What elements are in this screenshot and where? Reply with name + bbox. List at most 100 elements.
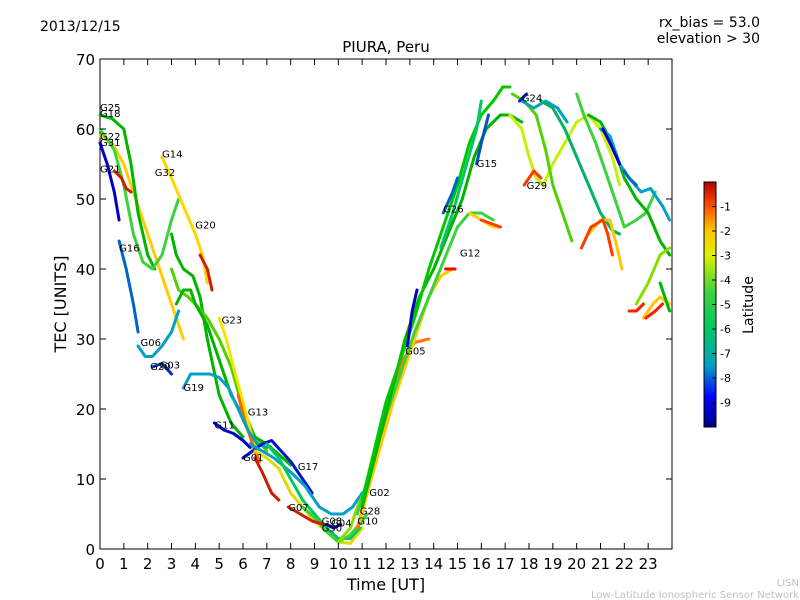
tec-series-5 — [117, 239, 140, 334]
satellite-label-g23: G23 — [222, 316, 242, 327]
x-tick-label: 10 — [329, 555, 348, 573]
satellite-label-g20: G20 — [195, 220, 215, 231]
tec-series-4 — [112, 169, 133, 194]
tec-series-53 — [627, 302, 645, 313]
tec-series-2 — [98, 127, 181, 271]
elevation-label: elevation > 30 — [657, 31, 760, 47]
series-layer — [98, 85, 672, 545]
chart-title: PIURA, Peru — [342, 38, 429, 56]
satellite-label-g32: G32 — [155, 168, 175, 179]
tec-series-33 — [441, 176, 459, 215]
tec-series-44 — [575, 92, 657, 229]
tec-series-29 — [360, 113, 524, 509]
y-axis-ticks: 0 10 20 30 40 50 60 70 — [76, 51, 672, 559]
satellite-label-g08: G08 — [322, 517, 342, 528]
tec-series-26 — [355, 337, 431, 530]
tec-series-47 — [601, 127, 622, 166]
satellite-label-g11: G11 — [214, 421, 234, 432]
x-tick-label: 4 — [191, 555, 201, 573]
x-tick-label: 20 — [567, 555, 586, 573]
x-tick-label: 17 — [496, 555, 515, 573]
satellite-label-g25: G25 — [100, 103, 120, 114]
x-tick-label: 6 — [238, 555, 248, 573]
footer-lisn: LISN — [777, 578, 799, 589]
satellite-label-g04: G04 — [331, 519, 351, 530]
colorbar-tick-label: -1 — [720, 201, 731, 214]
y-tick-label: 70 — [76, 51, 95, 69]
satellite-label-g07: G07 — [288, 503, 308, 514]
y-tick-label: 60 — [76, 121, 95, 139]
rx-bias-label: rx_bias = 53.0 — [659, 15, 760, 31]
x-tick-label: 12 — [376, 555, 395, 573]
x-tick-label: 23 — [639, 555, 658, 573]
tec-series-30 — [360, 85, 512, 502]
tec-series-15 — [181, 372, 269, 449]
colorbar-ticks: -1 -2 -3 -4 -5 -6 -7 -8 -9 — [712, 201, 731, 410]
satellite-label-g31: G31 — [100, 138, 120, 149]
x-tick-label: 13 — [400, 555, 419, 573]
tec-series-37 — [475, 113, 490, 166]
footer-network: Low-Latitude Ionospheric Sensor Network — [591, 590, 799, 600]
tec-series-54 — [644, 302, 664, 320]
tec-series-40 — [522, 169, 543, 187]
tec-series-9 — [198, 253, 214, 292]
x-tick-label: 11 — [353, 555, 372, 573]
tec-series-14 — [236, 393, 262, 463]
satellite-label-g14: G14 — [162, 150, 182, 161]
satellite-label-g29: G29 — [150, 362, 170, 373]
satellite-label-g05: G05 — [405, 346, 425, 357]
colorbar-tick-label: -9 — [720, 397, 731, 410]
colorbar-tick-label: -8 — [720, 372, 731, 385]
satellite-label-g19: G19 — [183, 383, 203, 394]
x-tick-label: 18 — [519, 555, 538, 573]
x-tick-label: 19 — [543, 555, 562, 573]
tec-series-16 — [212, 421, 252, 449]
plot-area — [99, 58, 673, 550]
colorbar-label: Latitude — [741, 276, 757, 334]
satellite-label-g28: G28 — [360, 507, 380, 518]
x-tick-label: 0 — [95, 555, 105, 573]
satellite-labels: G25G18G22G31G21G14G32G20G16G23G06G03G29G… — [100, 94, 547, 535]
tec-series-50 — [579, 218, 614, 257]
x-tick-label: 3 — [167, 555, 177, 573]
tec-series-18 — [248, 442, 364, 516]
satellite-label-g18: G18 — [100, 109, 120, 120]
satellite-label-g15: G15 — [477, 159, 497, 170]
satellite-label-g17: G17 — [298, 462, 318, 473]
tec-series-38 — [508, 113, 622, 187]
tec-series-55 — [658, 281, 672, 313]
y-tick-label: 10 — [76, 471, 95, 489]
x-axis-ticks: 0 1 2 3 4 5 6 7 8 9 10 11 12 13 14 15 16 17 18 19 20 21 22 23 — [95, 59, 658, 573]
satellite-label-g26: G26 — [443, 204, 463, 215]
x-tick-label: 16 — [472, 555, 491, 573]
tec-series-7 — [150, 362, 173, 376]
tec-series-6 — [136, 309, 181, 358]
x-tick-label: 2 — [143, 555, 153, 573]
tec-series-51 — [634, 246, 672, 306]
date-label: 2013/12/15 — [40, 19, 121, 35]
satellite-label-g06: G06 — [141, 338, 161, 349]
tec-series-3 — [98, 141, 121, 222]
tec-series-23 — [286, 505, 326, 526]
tec-series-1 — [98, 113, 157, 271]
colorbar-tick-label: -2 — [720, 225, 731, 238]
colorbar-tick-label: -7 — [720, 348, 731, 361]
tec-series-24 — [324, 523, 343, 530]
x-tick-label: 7 — [262, 555, 272, 573]
tec-series-36 — [479, 218, 502, 229]
x-tick-label: 22 — [615, 555, 634, 573]
tec-series-42 — [518, 92, 529, 103]
tec-series-0 — [98, 134, 185, 341]
y-tick-label: 40 — [76, 261, 95, 279]
satellite-label-g22: G22 — [100, 132, 120, 143]
x-tick-label: 8 — [286, 555, 296, 573]
y-tick-label: 30 — [76, 331, 95, 349]
y-tick-label: 20 — [76, 401, 95, 419]
satellite-label-g29: G29 — [527, 181, 547, 192]
satellite-label-g12: G12 — [460, 248, 480, 259]
tec-series-27 — [358, 267, 455, 523]
tec-series-10 — [170, 232, 245, 439]
satellite-label-g24: G24 — [522, 94, 542, 105]
tec-series-41 — [520, 99, 569, 124]
satellite-label-g16: G16 — [119, 244, 139, 255]
